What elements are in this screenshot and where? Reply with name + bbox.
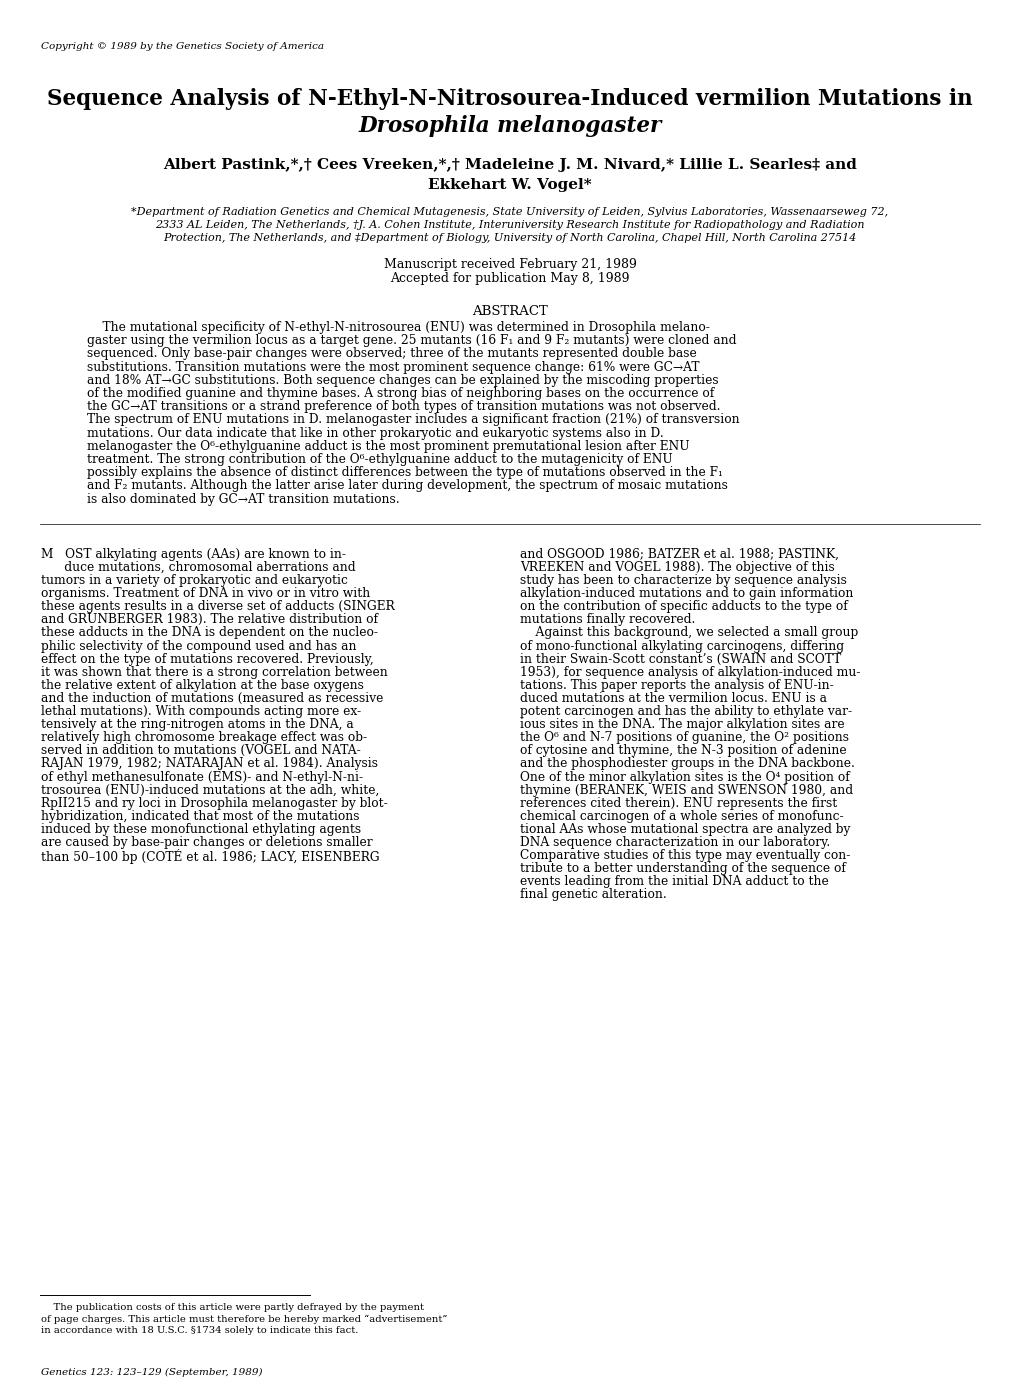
Text: these agents results in a diverse set of adducts (SINGER: these agents results in a diverse set of… (41, 600, 394, 613)
Text: M   OST alkylating agents (AAs) are known to in-: M OST alkylating agents (AAs) are known … (41, 547, 345, 561)
Text: potent carcinogen and has the ability to ethylate var-: potent carcinogen and has the ability to… (520, 705, 852, 718)
Text: of cytosine and thymine, the N-3 position of adenine: of cytosine and thymine, the N-3 positio… (520, 744, 846, 757)
Text: RpII215 and ry loci in Drosophila melanogaster by blot-: RpII215 and ry loci in Drosophila melano… (41, 797, 387, 810)
Text: hybridization, indicated that most of the mutations: hybridization, indicated that most of th… (41, 810, 359, 822)
Text: the relative extent of alkylation at the base oxygens: the relative extent of alkylation at the… (41, 678, 364, 692)
Text: the O⁶ and N-7 positions of guanine, the O² positions: the O⁶ and N-7 positions of guanine, the… (520, 732, 849, 744)
Text: study has been to characterize by sequence analysis: study has been to characterize by sequen… (520, 574, 846, 586)
Text: of ethyl methanesulfonate (EMS)- and N-ethyl-N-ni-: of ethyl methanesulfonate (EMS)- and N-e… (41, 771, 363, 783)
Text: is also dominated by GC→AT transition mutations.: is also dominated by GC→AT transition mu… (87, 493, 398, 505)
Text: Accepted for publication May 8, 1989: Accepted for publication May 8, 1989 (390, 272, 629, 285)
Text: these adducts in the DNA is dependent on the nucleo-: these adducts in the DNA is dependent on… (41, 627, 377, 639)
Text: of the modified guanine and thymine bases. A strong bias of neighboring bases on: of the modified guanine and thymine base… (87, 387, 713, 401)
Text: tations. This paper reports the analysis of ENU-in-: tations. This paper reports the analysis… (520, 678, 834, 692)
Text: melanogaster the O⁶-ethylguanine adduct is the most prominent premutational lesi: melanogaster the O⁶-ethylguanine adduct … (87, 440, 689, 452)
Text: tumors in a variety of prokaryotic and eukaryotic: tumors in a variety of prokaryotic and e… (41, 574, 347, 586)
Text: and OSGOOD 1986; BATZER et al. 1988; PASTINK,: and OSGOOD 1986; BATZER et al. 1988; PAS… (520, 547, 839, 561)
Text: Ekkehart W. Vogel*: Ekkehart W. Vogel* (428, 179, 591, 193)
Text: gaster using the vermilion locus as a target gene. 25 mutants (16 F₁ and 9 F₂ mu: gaster using the vermilion locus as a ta… (87, 334, 736, 348)
Text: in accordance with 18 U.S.C. §1734 solely to indicate this fact.: in accordance with 18 U.S.C. §1734 solel… (41, 1326, 358, 1335)
Text: substitutions. Transition mutations were the most prominent sequence change: 61%: substitutions. Transition mutations were… (87, 360, 698, 374)
Text: effect on the type of mutations recovered. Previously,: effect on the type of mutations recovere… (41, 652, 373, 666)
Text: trosourea (ENU)-induced mutations at the adh, white,: trosourea (ENU)-induced mutations at the… (41, 783, 379, 797)
Text: Protection, The Netherlands, and ‡Department of Biology, University of North Car: Protection, The Netherlands, and ‡Depart… (163, 233, 856, 243)
Text: The publication costs of this article were partly defrayed by the payment: The publication costs of this article we… (41, 1302, 423, 1312)
Text: served in addition to mutations (VOGEL and NATA-: served in addition to mutations (VOGEL a… (41, 744, 360, 757)
Text: DNA sequence characterization in our laboratory.: DNA sequence characterization in our lab… (520, 836, 829, 849)
Text: Comparative studies of this type may eventually con-: Comparative studies of this type may eve… (520, 849, 850, 863)
Text: The spectrum of ENU mutations in D. melanogaster includes a significant fraction: The spectrum of ENU mutations in D. mela… (87, 413, 739, 426)
Text: than 50–100 bp (COTÉ et al. 1986; LACY, EISENBERG: than 50–100 bp (COTÉ et al. 1986; LACY, … (41, 849, 379, 864)
Text: Albert Pastink,*,† Cees Vreeken,*,† Madeleine J. M. Nivard,* Lillie L. Searles‡ : Albert Pastink,*,† Cees Vreeken,*,† Made… (163, 158, 856, 172)
Text: mutations finally recovered.: mutations finally recovered. (520, 613, 695, 627)
Text: relatively high chromosome breakage effect was ob-: relatively high chromosome breakage effe… (41, 732, 367, 744)
Text: ious sites in the DNA. The major alkylation sites are: ious sites in the DNA. The major alkylat… (520, 718, 844, 732)
Text: references cited therein). ENU represents the first: references cited therein). ENU represent… (520, 797, 837, 810)
Text: events leading from the initial DNA adduct to the: events leading from the initial DNA addu… (520, 875, 828, 888)
Text: RAJAN 1979, 1982; NATARAJAN et al. 1984). Analysis: RAJAN 1979, 1982; NATARAJAN et al. 1984)… (41, 758, 377, 771)
Text: and the induction of mutations (measured as recessive: and the induction of mutations (measured… (41, 692, 383, 705)
Text: alkylation-induced mutations and to gain information: alkylation-induced mutations and to gain… (520, 588, 853, 600)
Text: thymine (BERANEK, WEIS and SWENSON 1980, and: thymine (BERANEK, WEIS and SWENSON 1980,… (520, 783, 853, 797)
Text: in their Swain-Scott constant’s (SWAIN and SCOTT: in their Swain-Scott constant’s (SWAIN a… (520, 652, 841, 666)
Text: Genetics 123: 123–129 (September, 1989): Genetics 123: 123–129 (September, 1989) (41, 1368, 262, 1376)
Text: organisms. Treatment of DNA in vivo or in vitro with: organisms. Treatment of DNA in vivo or i… (41, 588, 370, 600)
Text: 2333 AL Leiden, The Netherlands, †J. A. Cohen Institute, Interuniversity Researc: 2333 AL Leiden, The Netherlands, †J. A. … (155, 221, 864, 230)
Text: 1953), for sequence analysis of alkylation-induced mu-: 1953), for sequence analysis of alkylati… (520, 666, 860, 678)
Text: and the phosphodiester groups in the DNA backbone.: and the phosphodiester groups in the DNA… (520, 758, 854, 771)
Text: The mutational specificity of N-ethyl-N-nitrosourea (ENU) was determined in Dros: The mutational specificity of N-ethyl-N-… (87, 321, 709, 334)
Text: possibly explains the absence of distinct differences between the type of mutati: possibly explains the absence of distinc… (87, 466, 721, 479)
Text: lethal mutations). With compounds acting more ex-: lethal mutations). With compounds acting… (41, 705, 361, 718)
Text: Manuscript received February 21, 1989: Manuscript received February 21, 1989 (383, 258, 636, 271)
Text: ABSTRACT: ABSTRACT (472, 304, 547, 318)
Text: One of the minor alkylation sites is the O⁴ position of: One of the minor alkylation sites is the… (520, 771, 849, 783)
Text: the GC→AT transitions or a strand preference of both types of transition mutatio: the GC→AT transitions or a strand prefer… (87, 401, 719, 413)
Text: and GRUNBERGER 1983). The relative distribution of: and GRUNBERGER 1983). The relative distr… (41, 613, 377, 627)
Text: philic selectivity of the compound used and has an: philic selectivity of the compound used … (41, 639, 356, 652)
Text: final genetic alteration.: final genetic alteration. (520, 888, 666, 902)
Text: Drosophila melanogaster: Drosophila melanogaster (358, 114, 661, 137)
Text: *Department of Radiation Genetics and Chemical Mutagenesis, State University of : *Department of Radiation Genetics and Ch… (131, 207, 888, 216)
Text: induced by these monofunctional ethylating agents: induced by these monofunctional ethylati… (41, 822, 361, 836)
Text: duced mutations at the vermilion locus. ENU is a: duced mutations at the vermilion locus. … (520, 692, 826, 705)
Text: of page charges. This article must therefore be hereby marked “advertisement”: of page charges. This article must there… (41, 1315, 446, 1323)
Text: sequenced. Only base-pair changes were observed; three of the mutants represente: sequenced. Only base-pair changes were o… (87, 348, 696, 360)
Text: it was shown that there is a strong correlation between: it was shown that there is a strong corr… (41, 666, 387, 678)
Text: are caused by base-pair changes or deletions smaller: are caused by base-pair changes or delet… (41, 836, 372, 849)
Text: and 18% AT→GC substitutions. Both sequence changes can be explained by the misco: and 18% AT→GC substitutions. Both sequen… (87, 374, 717, 387)
Text: Copyright © 1989 by the Genetics Society of America: Copyright © 1989 by the Genetics Society… (41, 42, 323, 52)
Text: duce mutations, chromosomal aberrations and: duce mutations, chromosomal aberrations … (41, 561, 355, 574)
Text: tional AAs whose mutational spectra are analyzed by: tional AAs whose mutational spectra are … (520, 822, 850, 836)
Text: and F₂ mutants. Although the latter arise later during development, the spectrum: and F₂ mutants. Although the latter aris… (87, 479, 727, 493)
Text: tribute to a better understanding of the sequence of: tribute to a better understanding of the… (520, 863, 845, 875)
Text: of mono-functional alkylating carcinogens, differing: of mono-functional alkylating carcinogen… (520, 639, 844, 652)
Text: tensively at the ring-nitrogen atoms in the DNA, a: tensively at the ring-nitrogen atoms in … (41, 718, 354, 732)
Text: Sequence Analysis of N-Ethyl-N-Nitrosourea-Induced vermilion Mutations in: Sequence Analysis of N-Ethyl-N-Nitrosour… (47, 88, 972, 110)
Text: treatment. The strong contribution of the O⁶-ethylguanine adduct to the mutageni: treatment. The strong contribution of th… (87, 452, 672, 466)
Text: Against this background, we selected a small group: Against this background, we selected a s… (520, 627, 858, 639)
Text: mutations. Our data indicate that like in other prokaryotic and eukaryotic syste: mutations. Our data indicate that like i… (87, 427, 662, 440)
Text: VREEKEN and VOGEL 1988). The objective of this: VREEKEN and VOGEL 1988). The objective o… (520, 561, 835, 574)
Text: chemical carcinogen of a whole series of monofunc-: chemical carcinogen of a whole series of… (520, 810, 843, 822)
Text: on the contribution of specific adducts to the type of: on the contribution of specific adducts … (520, 600, 847, 613)
